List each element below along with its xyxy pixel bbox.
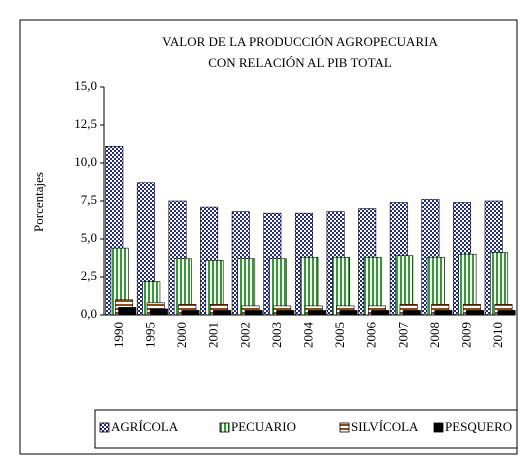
x-tick-label: 2001 — [206, 322, 221, 348]
legend-frame — [94, 409, 518, 449]
bar — [276, 310, 295, 316]
chart-title: VALOR DE LA PRODUCCIÓN AGROPECUARIA — [162, 34, 438, 49]
bar — [307, 310, 326, 316]
x-tick-label: 2003 — [269, 322, 284, 348]
bar — [402, 310, 421, 316]
y-tick-label: 7,5 — [81, 192, 97, 207]
legend-swatch — [339, 422, 350, 433]
y-tick-label: 15,0 — [74, 78, 97, 93]
bar — [149, 308, 168, 316]
y-tick-label: 10,0 — [74, 154, 97, 169]
y-axis-label: Porcentajes — [31, 172, 46, 232]
bar — [497, 310, 516, 316]
bar — [339, 310, 358, 316]
x-tick-label: 2002 — [237, 322, 252, 348]
legend-label: PECUARIO — [231, 419, 296, 434]
x-tick-label: 2008 — [427, 322, 442, 348]
bar — [213, 310, 232, 316]
y-tick-label: 5,0 — [81, 230, 97, 245]
x-tick-label: 1990 — [111, 322, 126, 348]
legend-label: AGRÍCOLA — [111, 419, 179, 434]
bar — [244, 310, 263, 316]
x-tick-label: 2006 — [364, 322, 379, 349]
legend-swatch — [433, 422, 444, 433]
legend-swatch — [99, 422, 110, 433]
x-tick-label: 2004 — [300, 322, 315, 349]
x-tick-label: 1995 — [142, 322, 157, 348]
y-tick-label: 2,5 — [81, 268, 97, 283]
bar — [118, 307, 137, 316]
bar — [181, 310, 200, 316]
bar — [371, 310, 390, 316]
y-tick-label: 12,5 — [74, 116, 97, 131]
x-tick-label: 2005 — [332, 322, 347, 348]
x-tick-label: 2010 — [490, 322, 505, 348]
legend-label: SILVÍCOLA — [351, 419, 419, 434]
bar — [434, 310, 453, 316]
x-tick-label: 2009 — [459, 322, 474, 348]
x-tick-label: 2000 — [174, 322, 189, 348]
legend-swatch — [219, 422, 230, 433]
x-tick-label: 2007 — [395, 322, 410, 349]
legend-label: PESQUERO — [445, 419, 512, 434]
bar — [466, 310, 485, 316]
chart-title: CON RELACIÓN AL PIB TOTAL — [208, 55, 392, 70]
y-tick-label: 0,0 — [81, 306, 97, 321]
